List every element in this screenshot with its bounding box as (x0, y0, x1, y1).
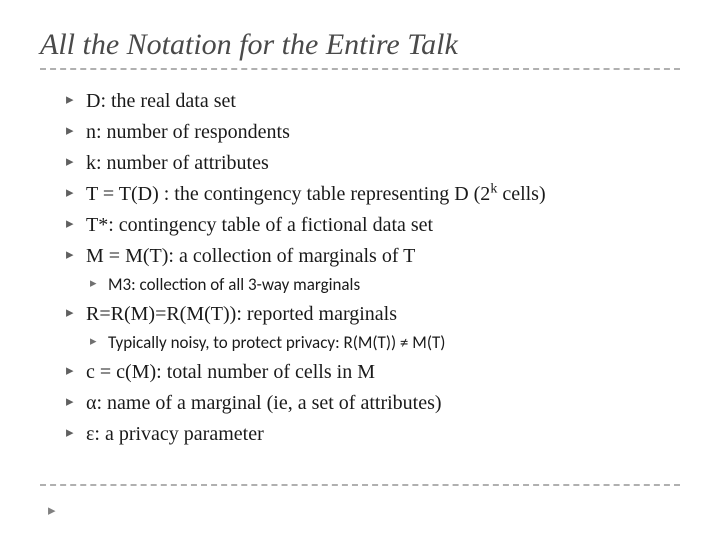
bullet-item: D: the real data set (66, 88, 680, 115)
bullet-item: T*: contingency table of a fictional dat… (66, 212, 680, 239)
slide: All the Notation for the Entire Talk D: … (0, 0, 720, 540)
bullet-text-prefix: T = T(D) : the contingency table represe… (86, 183, 490, 205)
bullet-text: M = M(T): a collection of marginals of T (86, 245, 415, 267)
footer-marker-icon: ▸ (48, 501, 56, 520)
slide-title: All the Notation for the Entire Talk (40, 28, 680, 62)
bullet-item: k: number of attributes (66, 150, 680, 177)
bullet-item: T = T(D) : the contingency table represe… (66, 181, 680, 208)
bullet-text-suffix: cells) (497, 183, 545, 205)
content-area: D: the real data set n: number of respon… (40, 88, 680, 448)
bullet-item: α: name of a marginal (ie, a set of attr… (66, 390, 680, 417)
bullet-text: R=R(M)=R(M(T)): reported marginals (86, 303, 397, 325)
bullet-item: M = M(T): a collection of marginals of T… (66, 243, 680, 297)
bullet-item: ε: a privacy parameter (66, 421, 680, 448)
sub-bullet-list: M3: collection of all 3-way marginals (90, 274, 680, 297)
bullet-list: D: the real data set n: number of respon… (66, 88, 680, 448)
bullet-item: n: number of respondents (66, 119, 680, 146)
title-divider (40, 68, 680, 70)
bullet-item: R=R(M)=R(M(T)): reported marginals Typic… (66, 301, 680, 355)
footer-divider (40, 484, 680, 486)
sub-bullet-item: M3: collection of all 3-way marginals (90, 274, 680, 297)
sub-bullet-list: Typically noisy, to protect privacy: R(M… (90, 332, 680, 355)
sub-bullet-item: Typically noisy, to protect privacy: R(M… (90, 332, 680, 355)
bullet-item: c = c(M): total number of cells in M (66, 359, 680, 386)
